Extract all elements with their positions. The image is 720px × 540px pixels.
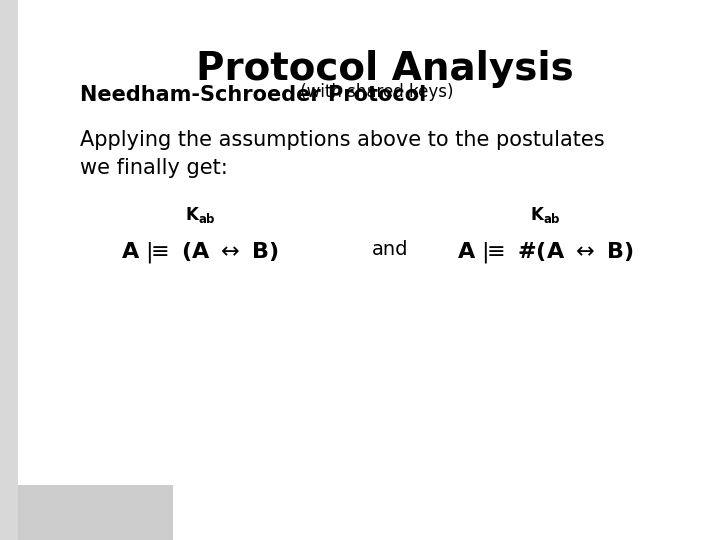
Text: Applying the assumptions above to the postulates
we finally get:: Applying the assumptions above to the po… [80,130,605,178]
Text: K$_{\mathbf{ab}}$: K$_{\mathbf{ab}}$ [530,205,560,225]
Text: Protocol Analysis: Protocol Analysis [196,50,574,88]
Text: (with shared keys): (with shared keys) [295,83,454,101]
Text: Needham-Schroeder Protocol: Needham-Schroeder Protocol [80,85,426,105]
Text: K$_{\mathbf{ab}}$: K$_{\mathbf{ab}}$ [184,205,215,225]
FancyBboxPatch shape [0,0,18,540]
Text: A $|\!\!\equiv$ #(A $\leftrightarrow$ B): A $|\!\!\equiv$ #(A $\leftrightarrow$ B) [456,240,633,265]
FancyBboxPatch shape [18,485,173,540]
Text: A $|\!\!\equiv$ (A $\leftrightarrow$ B): A $|\!\!\equiv$ (A $\leftrightarrow$ B) [121,240,279,265]
Text: and: and [372,240,408,259]
